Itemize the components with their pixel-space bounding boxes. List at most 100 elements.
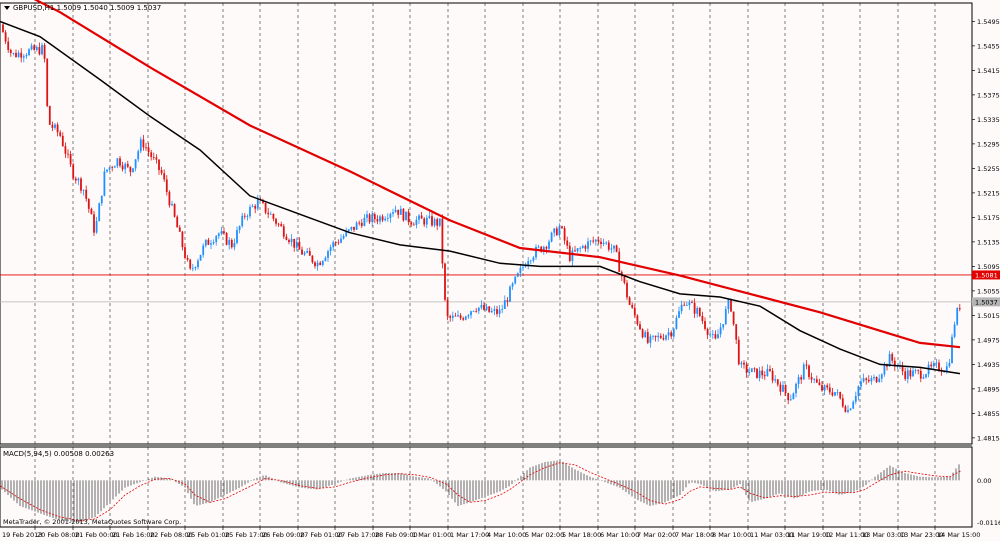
current-price-label: 1.5037: [975, 298, 998, 306]
x-tick-label: 7 Mar 18:00: [675, 531, 714, 539]
candle-body: [132, 168, 134, 172]
candle-body: [758, 370, 761, 378]
candle-body: [852, 401, 855, 409]
candle-body: [111, 167, 114, 169]
candle-body: [867, 379, 870, 382]
candle-body: [537, 246, 540, 248]
candle-body: [873, 376, 875, 379]
candle-body: [659, 335, 662, 339]
candle-body: [236, 229, 238, 244]
candle-body: [397, 209, 400, 215]
candle-body: [561, 226, 563, 229]
y-tick-label: 1.4815: [977, 434, 1000, 442]
candle-body: [797, 377, 800, 384]
candle-body: [675, 317, 678, 329]
candle-body: [241, 215, 244, 227]
candle-body: [15, 52, 17, 57]
candle-body: [22, 56, 25, 58]
vertical-grid: [34, 3, 936, 527]
candle-body: [654, 335, 657, 338]
candle-body: [860, 381, 862, 387]
y-tick-label: 1.5455: [977, 42, 1000, 50]
candle-body: [384, 218, 387, 221]
candle-body: [641, 329, 644, 338]
candle-body: [496, 309, 498, 314]
candle-body: [737, 339, 740, 365]
candle-body: [763, 375, 766, 377]
candle-body: [64, 146, 67, 154]
candle-body: [347, 229, 350, 231]
candle-body: [451, 315, 454, 318]
candle-body: [256, 199, 259, 209]
candle-body: [327, 251, 329, 258]
candle-body: [719, 327, 722, 335]
candle-body: [748, 371, 751, 373]
candle-body: [953, 324, 956, 337]
candle-body: [693, 302, 696, 314]
candle-body: [550, 232, 553, 242]
candle-body: [394, 209, 397, 213]
candle-body: [113, 166, 116, 168]
candle-body: [220, 231, 223, 234]
candle-body: [444, 263, 446, 300]
candle-body: [41, 45, 43, 55]
candle-body: [189, 259, 192, 269]
candle-body: [548, 241, 550, 249]
candle-body: [670, 332, 673, 337]
chart-menu-arrow-icon[interactable]: [4, 6, 10, 10]
candle-body: [314, 262, 316, 267]
level-price-label-box: [972, 270, 1000, 280]
candle-body: [652, 335, 654, 337]
candle-body: [254, 205, 257, 209]
candle-body: [293, 238, 296, 248]
candle-body: [636, 315, 639, 325]
candle-body: [623, 276, 626, 283]
candle-body: [828, 387, 831, 393]
candle-body: [823, 385, 826, 391]
candle-body: [116, 158, 119, 167]
y-tick-label: 1.5255: [977, 165, 1000, 173]
y-tick-label: 1.4975: [977, 336, 1000, 344]
candle-body: [342, 236, 345, 239]
candle-body: [631, 304, 634, 308]
candle-body: [191, 268, 194, 270]
candle-body: [841, 398, 844, 407]
candle-body: [106, 169, 108, 172]
y-tick-label: 1.4855: [977, 410, 1000, 418]
candle-body: [319, 262, 322, 265]
candle-body: [490, 310, 493, 313]
candle-body: [438, 218, 441, 226]
candle-body: [688, 302, 691, 306]
slow_ma-line: [33, 0, 961, 349]
candle-body: [165, 179, 168, 192]
candle-body: [446, 299, 449, 317]
candle-body: [412, 224, 415, 226]
candle-body: [605, 242, 608, 244]
candle-body: [345, 230, 348, 237]
candle-body: [80, 178, 82, 191]
candle-body: [696, 308, 699, 314]
candle-body: [353, 226, 355, 230]
candle-body: [844, 406, 847, 412]
candle-body: [581, 245, 584, 248]
candle-body: [7, 41, 10, 51]
pane-separator[interactable]: [0, 444, 972, 447]
candle-body: [90, 208, 93, 215]
candle-body: [194, 267, 197, 269]
candle-body: [129, 166, 132, 172]
candle-body: [225, 233, 228, 245]
candle-body: [919, 370, 922, 379]
candle-body: [358, 222, 361, 224]
candle-body: [137, 151, 140, 160]
candle-body: [308, 251, 311, 256]
candle-body: [12, 52, 15, 54]
candle-body: [649, 336, 652, 343]
candle-body: [217, 233, 220, 237]
candle-body: [800, 377, 803, 380]
candle-body: [709, 334, 712, 336]
x-tick-label: 7 Mar 02:00: [637, 531, 676, 539]
candle-body: [249, 206, 251, 217]
candle-body: [826, 385, 829, 388]
candle-body: [574, 250, 576, 252]
